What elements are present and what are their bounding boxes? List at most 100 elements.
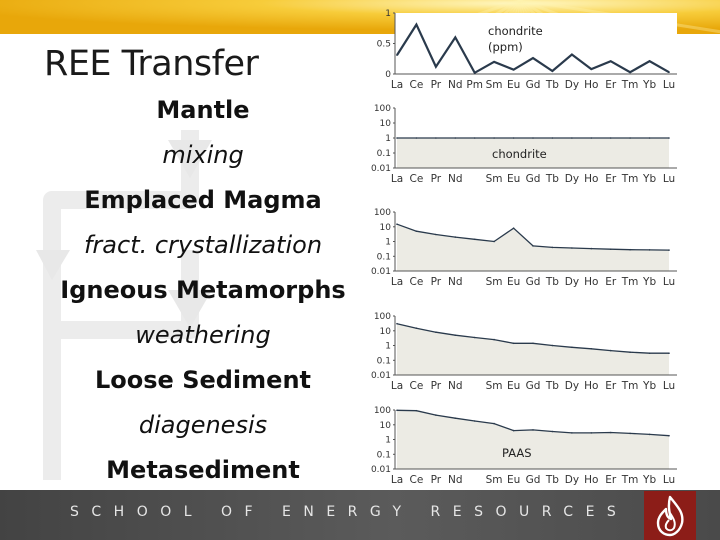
data-point-ho	[590, 68, 593, 70]
data-point-yb	[648, 249, 651, 251]
data-point-pr	[435, 414, 437, 416]
data-point-nd	[454, 236, 457, 238]
x-tick-label: Tm	[621, 474, 639, 486]
x-tick-label: Lu	[663, 474, 675, 486]
x-tick-label: La	[391, 380, 403, 392]
series-area	[397, 224, 669, 271]
process-mixing: mixing	[162, 141, 244, 169]
x-tick-label: La	[391, 79, 403, 91]
data-point-yb	[648, 137, 651, 139]
x-tick-label: Yb	[642, 276, 656, 288]
x-tick-label: Eu	[507, 79, 520, 91]
y-tick-label: 0.1	[377, 252, 391, 262]
y-tick-label: 0	[385, 70, 391, 80]
x-tick-label: Lu	[663, 276, 675, 288]
x-tick-label: Nd	[448, 79, 463, 91]
x-tick-label: Eu	[507, 474, 520, 486]
y-tick-label: 10	[380, 119, 392, 129]
data-point-tb	[551, 246, 554, 249]
data-point-la	[396, 54, 398, 56]
data-point-sm	[493, 338, 495, 341]
x-tick-label: Sm	[486, 79, 503, 91]
footer-text: SCHOOL OF ENERGY RESOURCES	[70, 504, 629, 520]
y-tick-label: 100	[374, 406, 391, 416]
x-tick-label: Er	[605, 173, 617, 185]
x-tick-label: Er	[605, 474, 617, 486]
data-point-la	[396, 409, 398, 412]
x-tick-label: Ho	[584, 173, 598, 185]
data-point-nd	[454, 417, 457, 420]
x-tick-label: Nd	[448, 380, 463, 392]
data-point-sm	[493, 240, 495, 243]
x-tick-label: Gd	[526, 380, 541, 392]
data-point-pm	[473, 336, 476, 339]
panel-label: chondrite	[488, 24, 543, 38]
data-point-lu	[668, 137, 670, 139]
data-point-gd	[532, 137, 534, 139]
data-point-pr	[435, 137, 437, 139]
x-tick-label: Ce	[410, 276, 424, 288]
y-tick-label: 0.01	[371, 267, 391, 277]
data-point-gd	[532, 57, 534, 59]
data-point-eu	[512, 227, 515, 229]
x-tick-label: Pr	[431, 79, 442, 91]
stage-metasediment: Metasediment	[106, 456, 300, 484]
data-point-pr	[435, 65, 437, 68]
data-point-pm	[473, 137, 476, 139]
data-point-gd	[532, 342, 534, 345]
data-point-ho	[590, 432, 593, 434]
x-tick-label: Dy	[565, 474, 579, 486]
x-tick-label: Lu	[663, 79, 675, 91]
x-tick-label: Nd	[448, 474, 463, 486]
x-tick-label: Pr	[431, 173, 442, 185]
x-tick-label: Eu	[507, 173, 520, 185]
series-area	[397, 410, 669, 469]
y-tick-label: 1	[385, 436, 391, 446]
panel-label: PAAS	[502, 446, 532, 460]
data-point-ce	[415, 137, 418, 139]
y-tick-label: 0.1	[377, 149, 391, 159]
x-tick-label: Gd	[526, 173, 541, 185]
data-point-tm	[629, 248, 631, 251]
x-tick-label: Dy	[565, 380, 579, 392]
x-tick-label: Ho	[584, 474, 598, 486]
data-point-tb	[551, 70, 554, 72]
x-tick-label: Tm	[621, 173, 639, 185]
x-tick-label: Pm	[466, 79, 483, 91]
data-point-tm	[629, 432, 631, 435]
y-tick-label: 100	[374, 312, 391, 322]
x-tick-label: Pr	[431, 474, 442, 486]
x-tick-label: Ho	[584, 276, 598, 288]
data-point-ho	[590, 247, 593, 250]
data-point-er	[609, 349, 612, 352]
y-tick-label: 10	[380, 327, 392, 337]
data-point-er	[609, 137, 612, 139]
data-point-yb	[648, 352, 651, 355]
data-point-ce	[415, 23, 418, 26]
x-tick-label: Sm	[486, 474, 503, 486]
x-tick-label: Yb	[642, 474, 656, 486]
x-tick-label: Lu	[663, 380, 675, 392]
data-point-ce	[415, 230, 418, 232]
x-tick-label: Tm	[621, 79, 639, 91]
x-tick-label: Tm	[621, 276, 639, 288]
x-tick-label: Yb	[642, 380, 656, 392]
x-tick-label: La	[391, 276, 403, 288]
x-tick-label: Dy	[565, 276, 579, 288]
data-point-sm	[493, 61, 495, 63]
y-tick-label: 1	[385, 9, 391, 19]
data-point-tm	[629, 137, 631, 139]
x-tick-label: Lu	[663, 173, 675, 185]
x-tick-label: Ce	[410, 474, 424, 486]
data-point-pm	[473, 72, 476, 74]
y-tick-label: 1	[385, 342, 391, 352]
series-area	[397, 138, 669, 168]
footer-bar: SCHOOL OF ENERGY RESOURCES	[0, 490, 720, 540]
data-point-eu	[512, 429, 515, 432]
y-tick-label: 1	[385, 238, 391, 248]
x-tick-label: Er	[605, 276, 617, 288]
